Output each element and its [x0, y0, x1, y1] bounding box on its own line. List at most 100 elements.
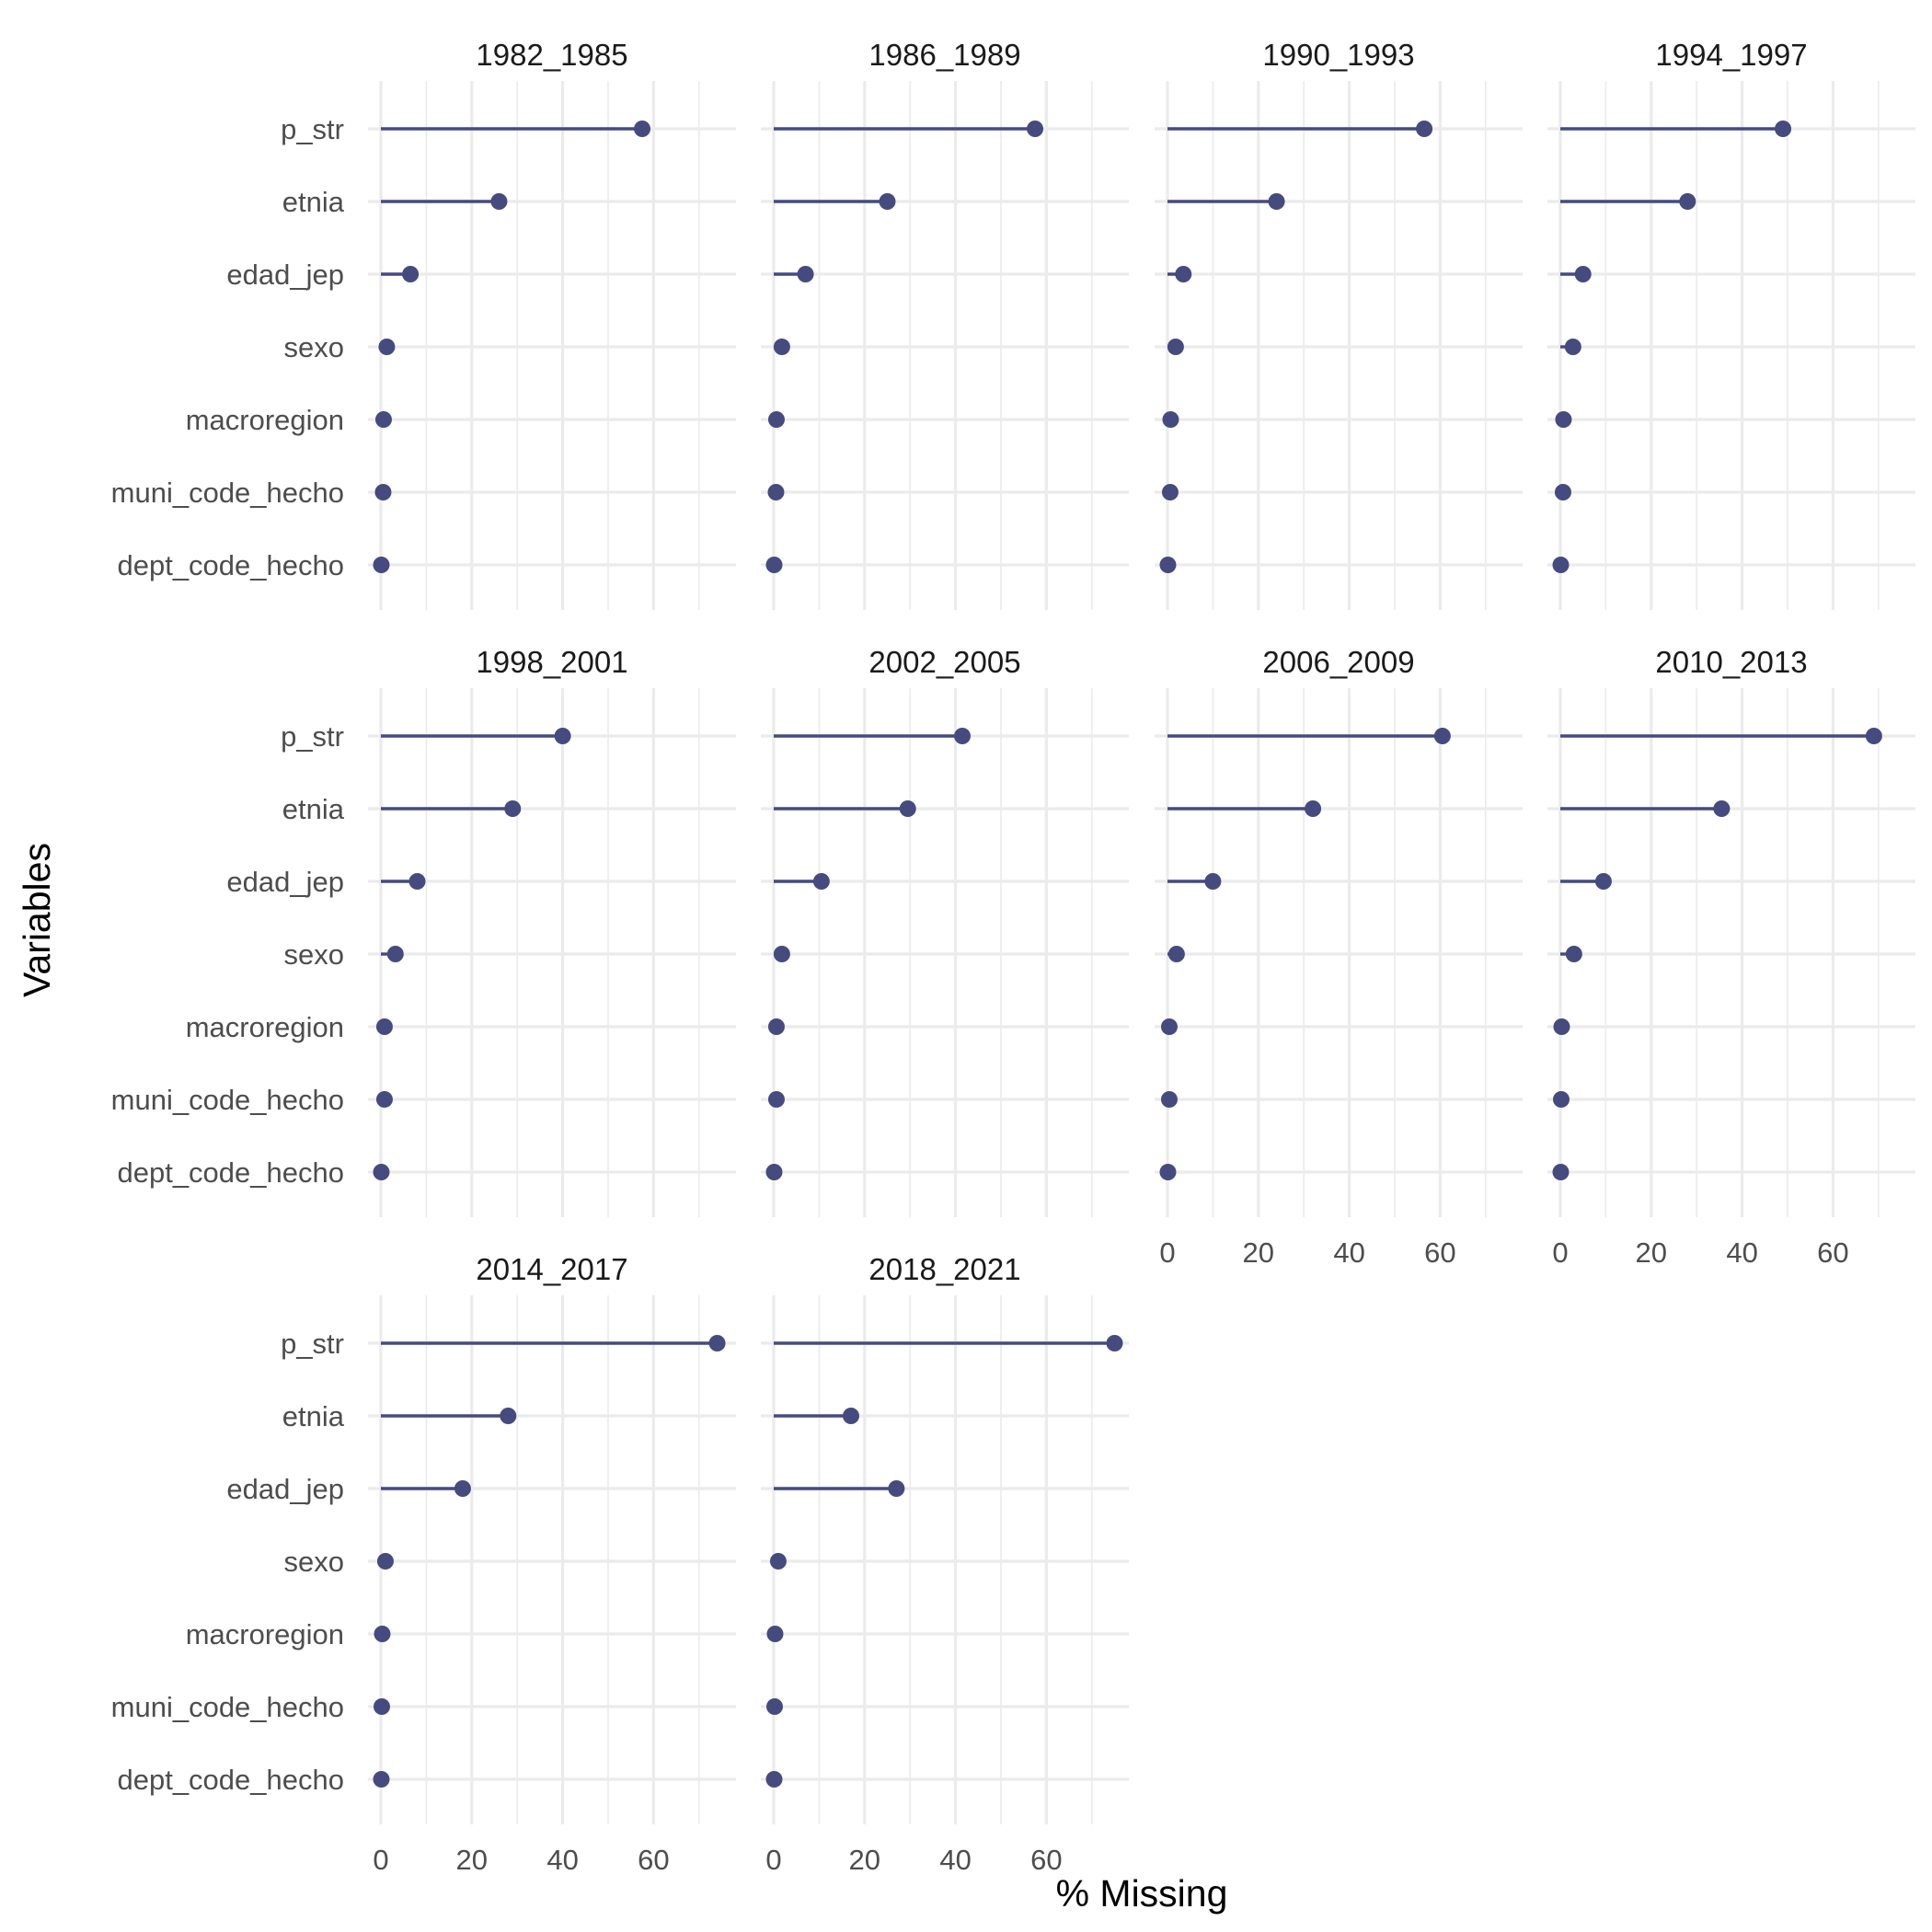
- y-tick-label: dept_code_hecho: [117, 1764, 344, 1796]
- lollipop-point: [373, 1771, 390, 1788]
- facet-strip-label: 1986_1989: [868, 38, 1020, 72]
- lollipop-point: [504, 800, 522, 817]
- lollipop-point: [402, 266, 420, 282]
- y-tick-label: macroregion: [186, 1011, 344, 1043]
- y-tick-label: dept_code_hecho: [117, 1156, 344, 1189]
- lollipop-point: [1167, 339, 1184, 355]
- y-tick-label: p_str: [281, 720, 344, 753]
- x-tick-label: 40: [1333, 1236, 1364, 1269]
- lollipop-point: [899, 800, 916, 817]
- lollipop-point: [375, 1018, 393, 1035]
- y-tick-label: macroregion: [186, 1618, 344, 1650]
- lollipop-point: [1775, 121, 1792, 137]
- y-tick-label: p_str: [281, 1328, 344, 1360]
- lollipop-point: [1160, 1018, 1178, 1035]
- lollipop-point: [378, 339, 396, 355]
- lollipop-point: [769, 1553, 787, 1570]
- lollipop-point: [554, 728, 571, 744]
- y-tick-label: dept_code_hecho: [117, 549, 344, 581]
- lollipop-point: [1162, 411, 1179, 428]
- facet-strip-label: 2014_2017: [476, 1252, 627, 1286]
- lollipop-point: [1416, 121, 1433, 137]
- facet-strip-label: 2006_2009: [1262, 645, 1414, 679]
- facet-panel: 1990_1993: [1155, 38, 1523, 610]
- y-tick-label: muni_code_hecho: [111, 1691, 344, 1723]
- lollipop-point: [1305, 800, 1322, 817]
- lollipop-point: [375, 1091, 393, 1108]
- facet-strip-label: 1994_1997: [1655, 38, 1807, 72]
- lollipop-point: [1175, 266, 1192, 282]
- lollipop-point: [767, 1018, 785, 1035]
- y-tick-label: edad_jep: [226, 866, 344, 898]
- lollipop-point: [1564, 339, 1581, 355]
- lollipop-point: [386, 946, 404, 962]
- facet-strip-label: 2018_2021: [868, 1252, 1020, 1286]
- lollipop-point: [797, 266, 814, 282]
- y-tick-label: etnia: [282, 186, 345, 218]
- lollipop-point: [954, 728, 972, 744]
- facet-strip-label: 1990_1993: [1262, 38, 1414, 72]
- y-axis-title: Variables: [16, 843, 58, 997]
- lollipop-point: [374, 484, 392, 500]
- lollipop-point: [879, 193, 896, 210]
- lollipop-point: [1552, 1164, 1570, 1180]
- x-tick-label: 20: [1636, 1236, 1667, 1269]
- panels-layer: 1982_1985p_stretniaedad_jepsexomacroregi…: [111, 38, 1915, 1876]
- y-tick-label: sexo: [284, 331, 344, 363]
- facet-panel: 2018_2021 0 20 40 60: [761, 1252, 1129, 1876]
- lollipop-point: [1167, 946, 1185, 962]
- x-tick-label: 40: [1726, 1236, 1757, 1269]
- lollipop-point: [1160, 1091, 1178, 1108]
- x-tick-label: 20: [1243, 1236, 1274, 1269]
- y-tick-label: macroregion: [186, 404, 344, 436]
- facet-panel: 1986_1989: [761, 38, 1129, 610]
- y-tick-label: etnia: [282, 793, 345, 825]
- lollipop-point: [766, 1626, 784, 1642]
- x-tick-label: 0: [1159, 1236, 1175, 1269]
- lollipop-point: [767, 411, 785, 428]
- x-tick-label: 20: [456, 1844, 488, 1876]
- y-tick-label: edad_jep: [226, 259, 344, 291]
- y-tick-label: muni_code_hecho: [111, 1084, 344, 1116]
- lollipop-point: [1433, 728, 1451, 744]
- facet-panel: 1994_1997: [1547, 38, 1915, 610]
- x-tick-label: 40: [939, 1844, 971, 1876]
- facet-panel: 2006_2009 0 20 40 60: [1155, 645, 1523, 1269]
- lollipop-point: [1552, 1091, 1570, 1108]
- lollipop-point: [373, 1698, 390, 1715]
- lollipop-point: [1106, 1335, 1123, 1351]
- lollipop-point: [1713, 800, 1731, 817]
- lollipop-point: [1679, 193, 1696, 210]
- lollipop-point: [765, 1164, 783, 1180]
- y-tick-label: edad_jep: [226, 1473, 344, 1505]
- x-tick-label: 60: [1030, 1844, 1062, 1876]
- lollipop-point: [1865, 728, 1882, 744]
- lollipop-point: [773, 339, 790, 355]
- lollipop-point: [1159, 557, 1177, 573]
- x-tick-label: 60: [638, 1844, 669, 1876]
- lollipop-point: [812, 873, 830, 890]
- lollipop-point: [888, 1480, 905, 1497]
- lollipop-point: [376, 1553, 394, 1570]
- facet-strip-label: 1998_2001: [476, 645, 627, 679]
- lollipop-point: [1594, 873, 1612, 890]
- facet-panel: 2010_2013 0 20 40 60: [1547, 645, 1915, 1269]
- lollipop-point: [708, 1335, 726, 1351]
- lollipop-point: [773, 946, 790, 962]
- facet-strip-label: 2010_2013: [1655, 645, 1807, 679]
- y-tick-label: sexo: [284, 938, 344, 971]
- y-tick-label: sexo: [284, 1546, 344, 1578]
- lollipop-point: [765, 1698, 783, 1715]
- x-tick-label: 40: [546, 1844, 578, 1876]
- lollipop-point: [1565, 946, 1582, 962]
- y-tick-label: etnia: [282, 1400, 345, 1432]
- lollipop-point: [1159, 1164, 1177, 1180]
- x-tick-label: 0: [1552, 1236, 1568, 1269]
- lollipop-point: [373, 1164, 390, 1180]
- lollipop-point: [1554, 484, 1571, 500]
- x-tick-label: 0: [765, 1844, 781, 1876]
- facet-strip-label: 2002_2005: [868, 645, 1020, 679]
